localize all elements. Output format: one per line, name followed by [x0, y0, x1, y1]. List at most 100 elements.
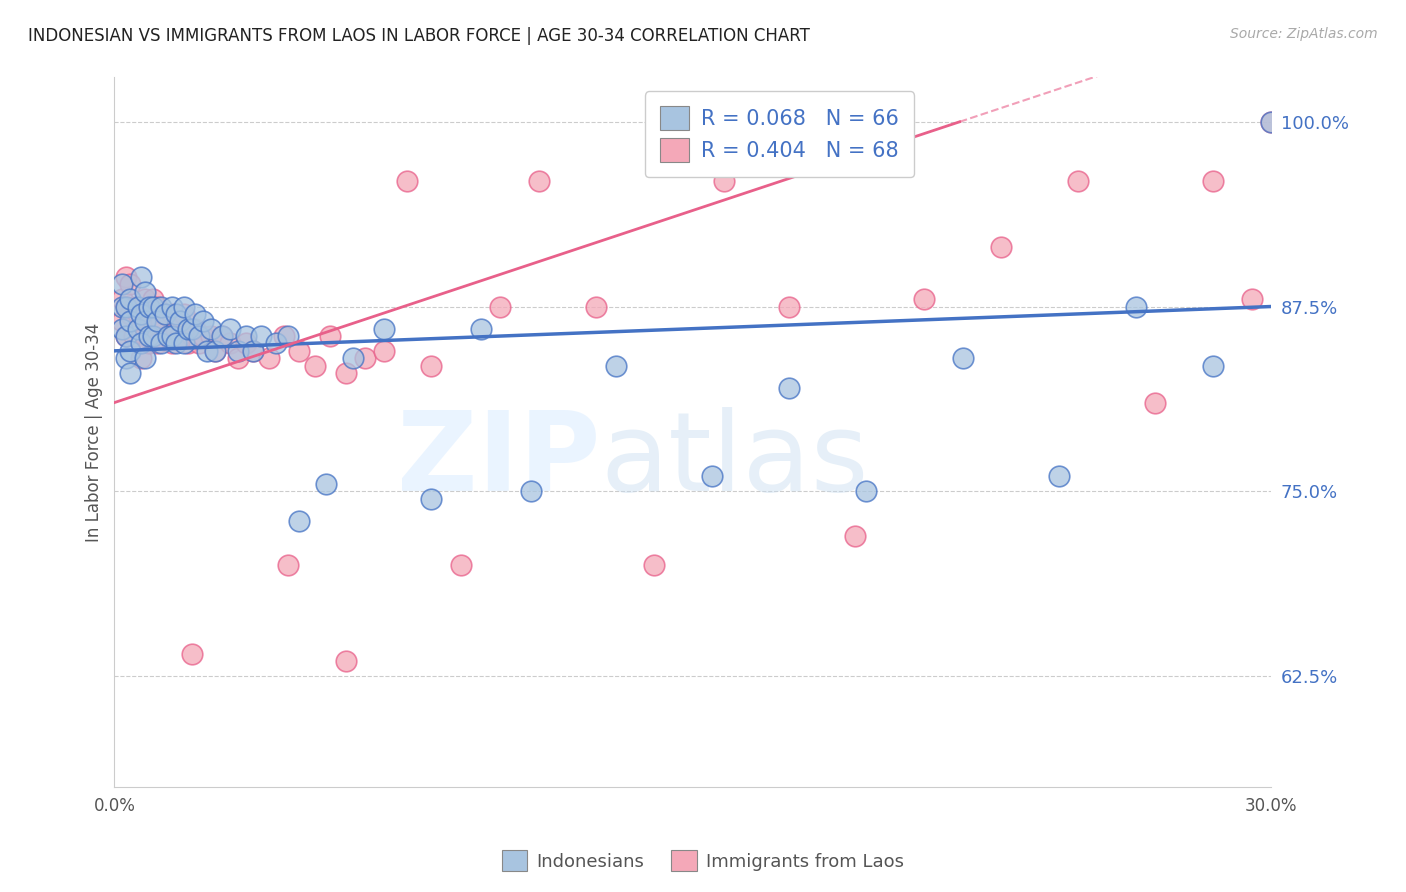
Point	[195, 343, 218, 358]
Point	[855, 484, 877, 499]
Point	[1125, 300, 1147, 314]
Point	[138, 336, 160, 351]
Point	[450, 558, 472, 573]
Point	[134, 292, 156, 306]
Point	[250, 329, 273, 343]
Point	[1067, 174, 1090, 188]
Point	[122, 329, 145, 343]
Point	[204, 343, 226, 358]
Point	[149, 300, 172, 314]
Point	[354, 351, 377, 366]
Point	[134, 351, 156, 366]
Point	[157, 329, 180, 343]
Point	[778, 381, 800, 395]
Point	[1047, 469, 1070, 483]
Point	[191, 314, 214, 328]
Point	[173, 307, 195, 321]
Point	[242, 343, 264, 358]
Point	[111, 292, 134, 306]
Point	[211, 329, 233, 343]
Point	[235, 329, 257, 343]
Point	[489, 300, 512, 314]
Point	[585, 300, 607, 314]
Point	[118, 307, 141, 321]
Point	[180, 329, 202, 343]
Point	[149, 336, 172, 351]
Point	[200, 321, 222, 335]
Point	[118, 366, 141, 380]
Point	[304, 359, 326, 373]
Point	[115, 300, 138, 314]
Point	[173, 336, 195, 351]
Point	[127, 321, 149, 335]
Point	[115, 300, 138, 314]
Point	[173, 300, 195, 314]
Point	[396, 174, 419, 188]
Point	[266, 336, 288, 351]
Point	[990, 240, 1012, 254]
Point	[111, 321, 134, 335]
Point	[176, 321, 198, 335]
Point	[122, 300, 145, 314]
Point	[153, 307, 176, 321]
Point	[115, 329, 138, 343]
Point	[134, 329, 156, 343]
Point	[162, 300, 184, 314]
Point	[118, 314, 141, 328]
Point	[211, 329, 233, 343]
Point	[1260, 115, 1282, 129]
Point	[162, 307, 184, 321]
Point	[169, 314, 191, 328]
Point	[162, 329, 184, 343]
Point	[165, 307, 187, 321]
Point	[200, 329, 222, 343]
Text: ZIP: ZIP	[396, 407, 600, 514]
Point	[288, 343, 311, 358]
Point	[111, 277, 134, 292]
Point	[335, 654, 357, 668]
Point	[335, 366, 357, 380]
Point	[134, 314, 156, 328]
Point	[111, 314, 134, 328]
Point	[242, 343, 264, 358]
Point	[1260, 115, 1282, 129]
Point	[912, 292, 935, 306]
Point	[134, 285, 156, 299]
Text: INDONESIAN VS IMMIGRANTS FROM LAOS IN LABOR FORCE | AGE 30-34 CORRELATION CHART: INDONESIAN VS IMMIGRANTS FROM LAOS IN LA…	[28, 27, 810, 45]
Point	[118, 277, 141, 292]
Point	[176, 336, 198, 351]
Point	[184, 307, 207, 321]
Point	[315, 476, 337, 491]
Point	[235, 336, 257, 351]
Point	[1202, 174, 1225, 188]
Point	[373, 321, 395, 335]
Point	[118, 343, 141, 358]
Y-axis label: In Labor Force | Age 30-34: In Labor Force | Age 30-34	[86, 323, 103, 541]
Point	[138, 329, 160, 343]
Point	[1144, 395, 1167, 409]
Point	[118, 292, 141, 306]
Point	[527, 174, 550, 188]
Legend: Indonesians, Immigrants from Laos: Indonesians, Immigrants from Laos	[495, 843, 911, 879]
Point	[165, 321, 187, 335]
Point	[165, 336, 187, 351]
Point	[1240, 292, 1263, 306]
Text: atlas: atlas	[600, 407, 869, 514]
Point	[142, 329, 165, 343]
Point	[778, 300, 800, 314]
Point	[605, 359, 627, 373]
Point	[419, 359, 441, 373]
Point	[153, 307, 176, 321]
Point	[111, 300, 134, 314]
Point	[131, 307, 153, 321]
Point	[142, 300, 165, 314]
Point	[191, 329, 214, 343]
Point	[952, 351, 974, 366]
Text: Source: ZipAtlas.com: Source: ZipAtlas.com	[1230, 27, 1378, 41]
Point	[277, 329, 299, 343]
Point	[138, 307, 160, 321]
Point	[643, 558, 665, 573]
Point	[142, 321, 165, 335]
Point	[288, 514, 311, 528]
Point	[127, 307, 149, 321]
